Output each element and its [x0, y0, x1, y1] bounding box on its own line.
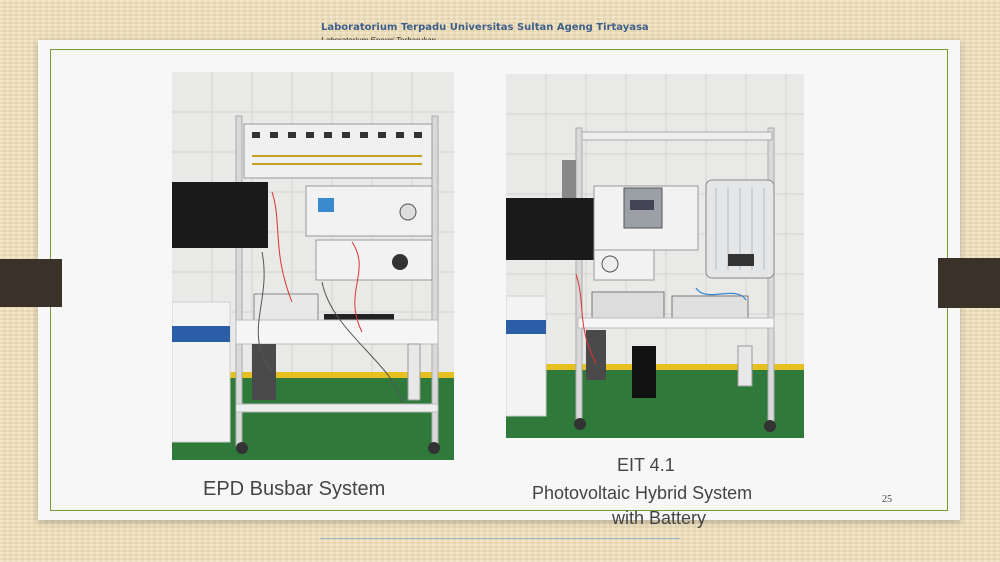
left-tab — [0, 259, 62, 307]
caption-with-battery: with Battery — [612, 508, 707, 528]
caption-busbar-system: EPD Busbar System — [203, 478, 386, 500]
header-title: Laboratorium Terpadu Universitas Sultan … — [321, 22, 649, 33]
pv-hybrid-system-photo — [506, 74, 804, 438]
caption-pv-hybrid: Photovoltaic Hybrid System — [532, 483, 753, 503]
right-tab — [938, 258, 1000, 308]
caption-eit-model: EIT 4.1 — [617, 455, 675, 475]
page-number: 25 — [882, 494, 892, 505]
busbar-system-photo — [172, 72, 454, 460]
bottom-divider — [320, 538, 680, 539]
